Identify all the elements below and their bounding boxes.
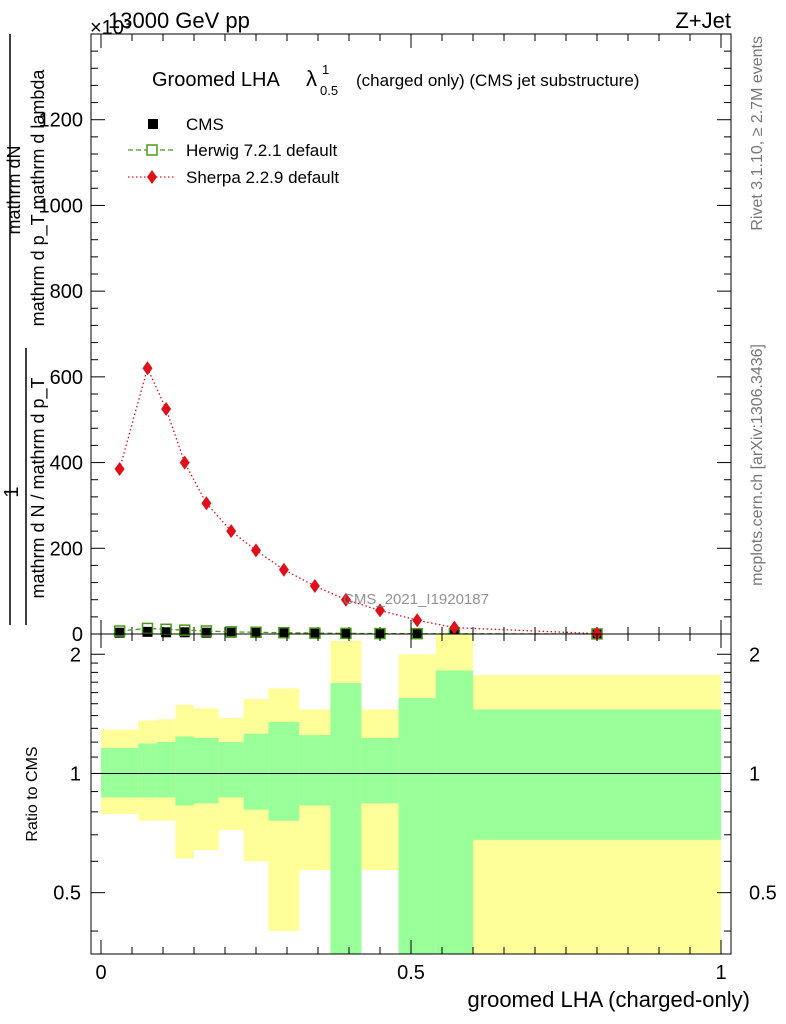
cms-point xyxy=(226,627,237,638)
ratio-x-ticks: 0 0.5 1 xyxy=(95,634,727,984)
ratio-band-inner xyxy=(398,698,436,954)
ratio-band-inner xyxy=(175,736,194,806)
ratio-band-inner xyxy=(218,742,244,798)
herwig-point xyxy=(200,625,213,637)
ratio-y-tick-label-right: 0.5 xyxy=(749,883,777,905)
herwig-point xyxy=(225,626,237,638)
sherpa-point xyxy=(114,462,125,476)
legend-herwig-label: Herwig 7.2.1 default xyxy=(186,141,337,160)
ratio-y-ticks: 0.5 0.5 1 1 2 2 xyxy=(53,644,777,932)
sherpa-point xyxy=(375,603,385,618)
herwig-line xyxy=(119,627,598,635)
x-axis-label: groomed LHA (charged-only) xyxy=(468,987,750,1012)
scale-exponent: ×10³ xyxy=(90,17,131,39)
main-y-axis-label: 1 mathrm d N / mathrm d p_T mathrm dN ma… xyxy=(1,34,49,625)
main-y-tick-label: 400 xyxy=(50,453,83,475)
sherpa-point xyxy=(226,524,237,539)
ratio-x-tick-label: 0.5 xyxy=(397,962,425,984)
herwig-point xyxy=(178,624,191,636)
energy-label: 13000 GeV pp xyxy=(108,8,250,33)
ratio-plot: 0.5 0.51 12 2 0 0.5 1 Ratio to CMS groomed LH… xyxy=(24,633,777,1012)
ratio-band-inner xyxy=(101,747,139,798)
ratio-band-inner xyxy=(138,743,157,798)
main-y-tick-label: 200 xyxy=(50,538,83,560)
sherpa-point xyxy=(142,361,153,376)
herwig-point xyxy=(278,626,290,639)
ratio-y-tick-label-right: 2 xyxy=(749,644,760,666)
ratio-y-tick-label: 0.5 xyxy=(53,883,81,905)
ratio-band-inner xyxy=(473,709,721,840)
ratio-band-inner xyxy=(299,735,331,806)
main-y-tick-label: 0 xyxy=(72,624,83,646)
herwig-point xyxy=(113,625,126,637)
sherpa-point xyxy=(449,620,460,635)
legend-sherpa-marker xyxy=(147,170,157,184)
main-y-tick-label: 1200 xyxy=(39,110,84,132)
cms-point xyxy=(161,627,172,638)
ratio-y-tick-label: 1 xyxy=(70,763,81,785)
sherpa-point xyxy=(278,562,289,577)
main-y-tick-label: 800 xyxy=(50,281,83,303)
mcplots-label: mcplots.cern.ch [arXiv:1306.3436] xyxy=(749,344,766,586)
ratio-y-axis-label: Ratio to CMS xyxy=(24,746,41,841)
plot-title-rest: (charged only) (CMS jet substructure) xyxy=(356,71,639,90)
sherpa-point xyxy=(340,592,351,607)
legend: CMS Herwig 7.2.1 default Sherpa 2.2.9 de… xyxy=(128,115,339,187)
cms-point xyxy=(412,628,423,639)
sherpa-point xyxy=(161,402,172,416)
plot-title-main: Groomed LHA xyxy=(152,69,280,91)
ylabel-bottom: mathrm d N / mathrm d p_T xyxy=(28,377,49,598)
ratio-band-inner xyxy=(435,670,473,954)
ratio-y-tick-label-right: 1 xyxy=(749,763,760,785)
legend-sherpa-label: Sherpa 2.2.9 default xyxy=(186,168,339,187)
ratio-band-inner xyxy=(330,683,362,954)
ratio-x-tick-label: 0 xyxy=(95,962,106,984)
cms-point xyxy=(375,628,385,639)
plot-title-sup: 1 xyxy=(322,62,329,77)
analysis-watermark: CMS_2021_I1920187 xyxy=(343,591,489,608)
cms-point xyxy=(278,628,289,639)
main-y-ticks: 0 200 400 600 800 1000 1200 xyxy=(39,50,731,646)
cms-point xyxy=(142,626,153,637)
sherpa-point xyxy=(179,455,190,470)
main-plot: 0 200 400 600 800 1000 1200 Groomed LHA λ 1 0.… xyxy=(39,33,732,646)
sherpa-point xyxy=(201,496,212,511)
rivet-label: Rivet 3.1.10, ≥ 2.7M events xyxy=(749,36,766,231)
sherpa-point xyxy=(412,613,423,628)
plot-title-sub: 0.5 xyxy=(320,83,338,98)
ratio-band-inner xyxy=(194,737,219,804)
process-label: Z+Jet xyxy=(675,8,731,33)
cms-point xyxy=(201,627,212,638)
herwig-point xyxy=(340,627,352,640)
cms-point xyxy=(309,628,320,639)
sherpa-point xyxy=(309,579,320,593)
ylabel-one: 1 xyxy=(1,486,23,497)
legend-herwig-marker xyxy=(146,144,158,156)
cms-point xyxy=(251,627,261,638)
main-y-tick-label: 1000 xyxy=(39,195,84,217)
cms-point xyxy=(114,627,125,638)
ratio-band-inner xyxy=(268,721,300,821)
sherpa-point xyxy=(251,543,261,558)
plot-title-lambda: λ xyxy=(306,66,317,91)
ratio-bands xyxy=(101,634,721,954)
legend-cms-label: CMS xyxy=(186,115,224,134)
herwig-point xyxy=(141,622,154,635)
main-y-tick-label: 600 xyxy=(50,367,83,389)
ratio-y-tick-label: 2 xyxy=(70,644,81,666)
ratio-band-inner xyxy=(243,733,269,810)
ylabel-top: mathrm dN xyxy=(4,145,24,234)
cms-point xyxy=(179,627,190,638)
legend-cms-marker xyxy=(148,119,158,129)
ratio-x-tick-label: 1 xyxy=(715,962,726,984)
cms-point xyxy=(340,628,351,639)
herwig-point xyxy=(309,627,321,639)
ratio-band-inner xyxy=(361,737,399,804)
ratio-band-inner xyxy=(156,742,176,798)
ylabel-mid: mathrm d p_T mathrm d lambda xyxy=(28,69,49,327)
